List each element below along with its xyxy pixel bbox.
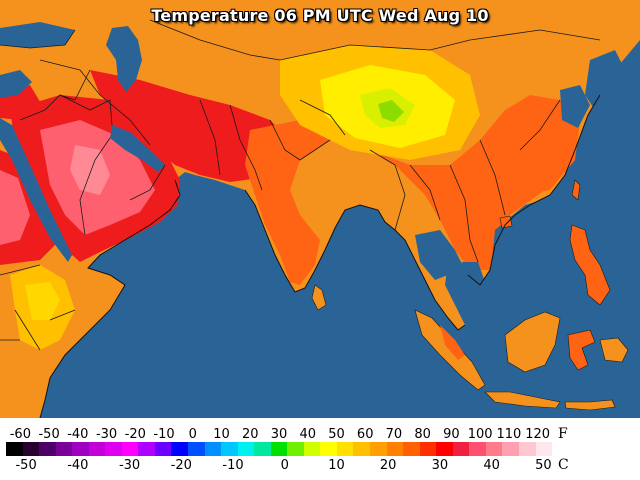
- fahrenheit-tick-label: 0: [188, 427, 197, 442]
- fahrenheit-tick-label: 20: [241, 427, 259, 442]
- fahrenheit-tick-label: 60: [356, 427, 374, 442]
- borneo: [504, 311, 561, 373]
- color-swatch: [138, 442, 155, 456]
- heat-arabia-peak: [70, 145, 110, 195]
- fahrenheit-tick-label: 110: [496, 427, 522, 442]
- color-swatch: [221, 442, 238, 456]
- fahrenheit-tick-label: -60: [9, 427, 31, 442]
- fahrenheit-tick-label: -10: [153, 427, 175, 442]
- map-title: Temperature 06 PM UTC Wed Aug 10: [151, 6, 489, 25]
- color-swatch: [353, 442, 371, 456]
- color-swatch: [320, 442, 337, 456]
- color-swatch: [287, 442, 304, 456]
- color-swatch: [55, 442, 73, 456]
- color-swatch: [204, 442, 222, 456]
- fahrenheit-tick-label: -20: [124, 427, 146, 442]
- fahrenheit-tick-label: 40: [299, 427, 317, 442]
- celsius-tick-label: 50: [535, 458, 552, 473]
- caspian-sea: [106, 26, 142, 92]
- temperature-map: [0, 0, 640, 418]
- lesser-sunda: [564, 399, 616, 411]
- color-swatch: [518, 442, 536, 456]
- fahrenheit-tick-label: -50: [38, 427, 60, 442]
- celsius-tick-label: 0: [280, 458, 289, 473]
- color-bar: [6, 442, 553, 456]
- fahrenheit-tick-label: -30: [95, 427, 118, 442]
- color-swatch: [386, 442, 404, 456]
- celsius-tick-label: 30: [431, 458, 449, 473]
- color-swatch: [469, 442, 486, 456]
- hainan: [499, 215, 513, 229]
- celsius-tick-label: 40: [483, 458, 500, 473]
- color-swatch: [171, 442, 189, 456]
- color-swatch: [188, 442, 205, 456]
- celsius-tick-label: -20: [170, 458, 192, 473]
- color-swatch: [502, 442, 519, 456]
- andaman-sea: [415, 230, 455, 280]
- celsius-tick-label: 10: [328, 458, 345, 473]
- heat-iran: [90, 70, 290, 182]
- color-swatch: [88, 442, 106, 456]
- color-swatch: [154, 442, 172, 456]
- color-swatch: [403, 442, 420, 456]
- red-sea: [0, 118, 72, 262]
- fahrenheit-tick-label: 100: [467, 427, 493, 442]
- fahrenheit-unit: F: [558, 426, 568, 442]
- fahrenheit-tick-label: 80: [414, 427, 431, 442]
- coastlines: [39, 94, 601, 418]
- celsius-tick-label: -40: [67, 458, 89, 473]
- color-swatch: [6, 442, 23, 456]
- color-swatch: [121, 442, 139, 456]
- fahrenheit-tick-label: 10: [213, 427, 230, 442]
- color-swatch: [72, 442, 89, 456]
- philippines: [569, 224, 611, 306]
- color-swatch: [254, 442, 271, 456]
- fahrenheit-tick-label: 90: [443, 427, 460, 442]
- color-swatch: [485, 442, 503, 456]
- java: [484, 391, 561, 409]
- color-swatch: [370, 442, 387, 456]
- fahrenheit-tick-label: 70: [385, 427, 403, 442]
- color-swatch: [22, 442, 40, 456]
- celsius-unit: C: [558, 457, 569, 473]
- fahrenheit-tick-label: 30: [270, 427, 288, 442]
- persian-gulf: [110, 125, 165, 172]
- color-swatch: [105, 442, 122, 456]
- fahrenheit-tick-label: 120: [525, 427, 551, 442]
- color-swatch: [419, 442, 437, 456]
- sulawesi: [567, 329, 596, 371]
- sumatra-red: [440, 325, 465, 360]
- color-swatch: [336, 442, 354, 456]
- map-canvas: [0, 0, 640, 418]
- celsius-tick-label: -30: [118, 458, 141, 473]
- maluku-islands: [599, 337, 629, 363]
- heat-pink-africa: [0, 170, 30, 245]
- africa-cool-bright: [25, 282, 60, 320]
- fahrenheit-tick-label: -40: [67, 427, 89, 442]
- color-swatch: [436, 442, 453, 456]
- east-sea: [585, 50, 625, 110]
- color-swatch: [237, 442, 255, 456]
- yellow-sea: [560, 85, 590, 128]
- warm-china-east: [505, 100, 580, 195]
- color-swatch: [39, 442, 56, 456]
- tibet-cool-green: [378, 100, 404, 122]
- fahrenheit-tick-label: 50: [328, 427, 345, 442]
- celsius-tick-label: -50: [15, 458, 37, 473]
- mediterranean: [0, 70, 32, 98]
- color-swatch: [452, 442, 470, 456]
- color-swatch: [535, 442, 553, 456]
- color-swatch: [303, 442, 321, 456]
- sri-lanka: [311, 284, 327, 311]
- black-sea: [0, 22, 75, 48]
- gulf-of-thailand: [462, 262, 485, 290]
- color-swatch: [270, 442, 288, 456]
- taiwan: [571, 179, 581, 201]
- celsius-tick-label: -10: [222, 458, 244, 473]
- country-borders: [0, 19, 601, 351]
- celsius-tick-label: 20: [379, 458, 397, 473]
